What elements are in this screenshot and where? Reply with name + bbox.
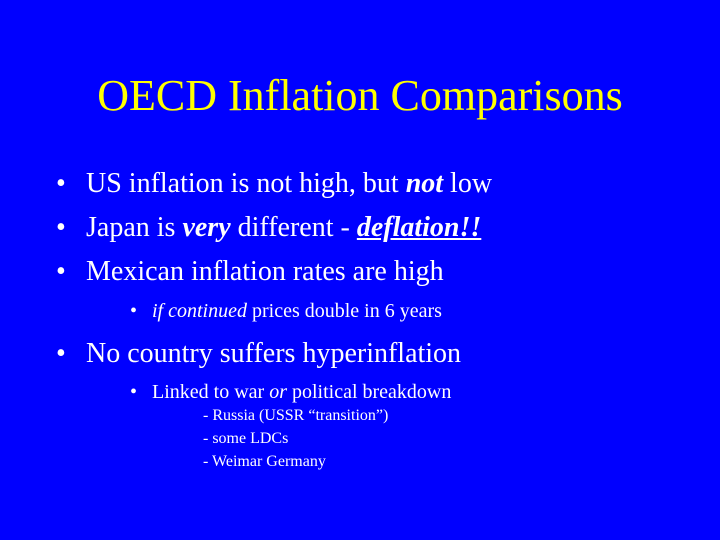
dash-item-weimar: - Weimar Germany <box>203 453 326 470</box>
dash-item-russia: - Russia (USSR “transition”) <box>203 407 389 424</box>
sub-bullet-emphasis: if continued <box>152 300 247 322</box>
bullet-text: US inflation is not high, but <box>86 168 406 199</box>
sub-bullet-dot: • <box>130 381 138 403</box>
bullet-emphasis-underlined: deflation!! <box>356 212 482 243</box>
sub-bullet-war: • Linked to war or political breakdown <box>130 380 451 404</box>
slide-title: OECD Inflation Comparisons <box>97 71 623 120</box>
sub-bullet-text-end: political breakdown <box>286 381 452 403</box>
bullet-us-inflation: • US inflation is not high, but not low <box>56 167 492 201</box>
bullet-text: No country suffers hyperinflation <box>86 338 462 369</box>
bullet-emphasis: not <box>405 168 444 199</box>
bullet-dot: • <box>56 212 66 243</box>
dash-item-ldcs: - some LDCs <box>203 430 289 447</box>
sub-bullet-emphasis: or <box>269 381 287 403</box>
sub-bullet-doubling: • if continued prices double in 6 years <box>130 299 442 323</box>
sub-bullet-dot: • <box>130 300 138 322</box>
bullet-dot: • <box>56 256 66 287</box>
bullet-dot: • <box>56 168 66 199</box>
bullet-text: Mexican inflation rates are high <box>86 256 444 287</box>
bullet-dot: • <box>56 338 66 369</box>
bullet-mexico: • Mexican inflation rates are high <box>56 255 444 289</box>
bullet-text: Japan is <box>86 212 183 243</box>
bullet-hyperinflation: • No country suffers hyperinflation <box>56 337 461 371</box>
sub-bullet-text: prices double in 6 years <box>246 300 442 322</box>
bullet-text-end: low <box>443 168 493 199</box>
bullet-text-mid: different - <box>230 212 357 243</box>
sub-bullet-text: Linked to war <box>152 381 270 403</box>
bullet-emphasis: very <box>182 212 231 243</box>
bullet-japan: • Japan is very different - deflation!! <box>56 211 481 245</box>
